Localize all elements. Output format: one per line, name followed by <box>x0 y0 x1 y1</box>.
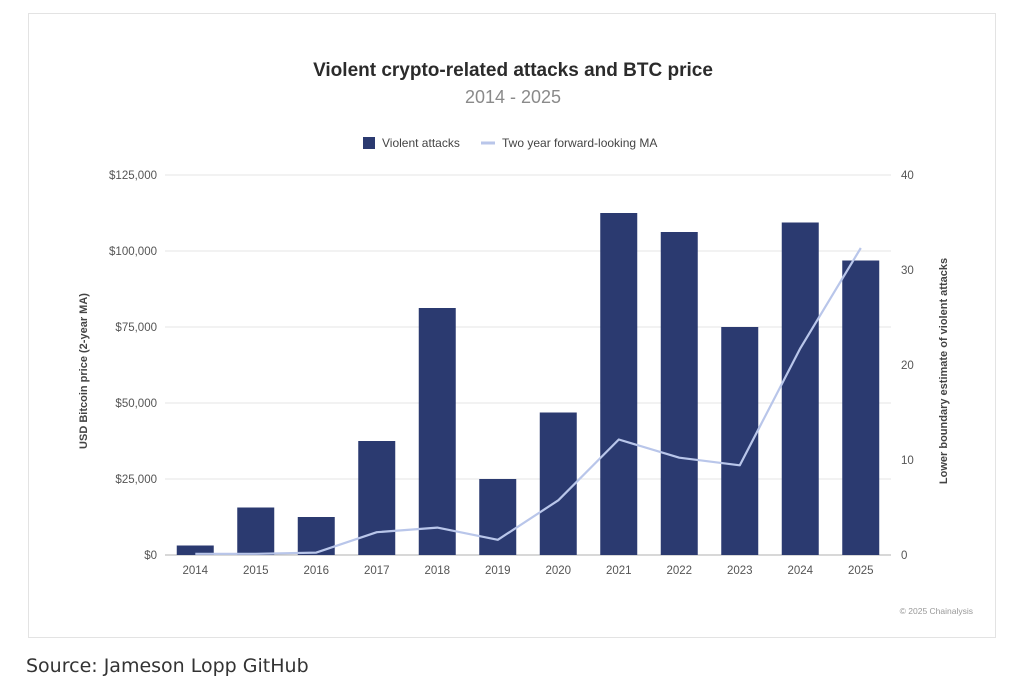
bar-2018 <box>418 308 456 555</box>
y-left-tick-label: $25,000 <box>115 474 157 486</box>
bar-2021 <box>600 213 638 555</box>
bar-2024 <box>781 222 819 555</box>
y-left-axis-label: USD Bitcoin price (2-year MA) <box>78 293 90 449</box>
y-left-tick-label: $50,000 <box>115 398 157 410</box>
bar-2025 <box>842 260 880 555</box>
x-tick-label: 2015 <box>243 565 269 577</box>
x-tick-label: 2025 <box>848 565 874 577</box>
y-right-tick-label: 0 <box>901 550 907 562</box>
x-tick-label: 2014 <box>182 565 208 577</box>
bar-2014 <box>176 545 214 555</box>
chart-title: Violent crypto-related attacks and BTC p… <box>313 60 713 81</box>
y-right-tick-label: 30 <box>901 265 914 277</box>
y-left-tick-label: $75,000 <box>115 322 157 334</box>
x-axis-ticks: 2014 2015 2016 2017 2018 2019 2020 2021 2022 2023… <box>182 565 873 577</box>
y-left-tick-label: $100,000 <box>109 246 157 258</box>
x-tick-label: 2023 <box>727 565 753 577</box>
y-right-axis-label: Lower boundary estimate of violent attac… <box>938 258 950 484</box>
y-left-axis-ticks: $0 $25,000 $50,000 $75,000 $100,000 $125,000 <box>109 170 157 562</box>
bar-2015 <box>237 507 275 555</box>
ma-line <box>195 247 862 555</box>
gridlines <box>165 174 891 556</box>
source-caption: Source: Jameson Lopp GitHub <box>26 655 309 677</box>
chart-svg: Violent crypto-related attacks and BTC p… <box>78 60 973 616</box>
x-tick-label: 2019 <box>485 565 511 577</box>
legend-label-violent-attacks: Violent attacks <box>382 136 460 150</box>
y-right-tick-label: 40 <box>901 170 914 182</box>
x-tick-label: 2016 <box>303 565 329 577</box>
bar-series <box>176 213 880 555</box>
x-tick-label: 2020 <box>545 565 571 577</box>
legend: Violent attacks Two year forward-looking… <box>363 136 657 150</box>
y-right-tick-label: 10 <box>901 455 914 467</box>
chart-subtitle: 2014 - 2025 <box>465 87 561 107</box>
x-tick-label: 2021 <box>606 565 632 577</box>
y-right-axis-ticks: 0 10 20 30 40 <box>901 170 914 562</box>
y-right-tick-label: 20 <box>901 360 914 372</box>
y-left-tick-label: $0 <box>144 550 157 562</box>
chart-card: Violent crypto-related attacks and BTC p… <box>28 13 996 638</box>
x-tick-label: 2018 <box>424 565 450 577</box>
x-tick-label: 2024 <box>787 565 813 577</box>
legend-swatch-violent-attacks <box>363 137 375 149</box>
x-tick-label: 2017 <box>364 565 390 577</box>
bar-2020 <box>539 412 577 555</box>
copyright: © 2025 Chainalysis <box>900 606 973 616</box>
bar-2019 <box>479 479 517 555</box>
y-left-tick-label: $125,000 <box>109 170 157 182</box>
bar-2022 <box>660 232 698 555</box>
x-tick-label: 2022 <box>666 565 692 577</box>
legend-label-ma: Two year forward-looking MA <box>502 136 657 150</box>
bar-2017 <box>358 441 396 555</box>
